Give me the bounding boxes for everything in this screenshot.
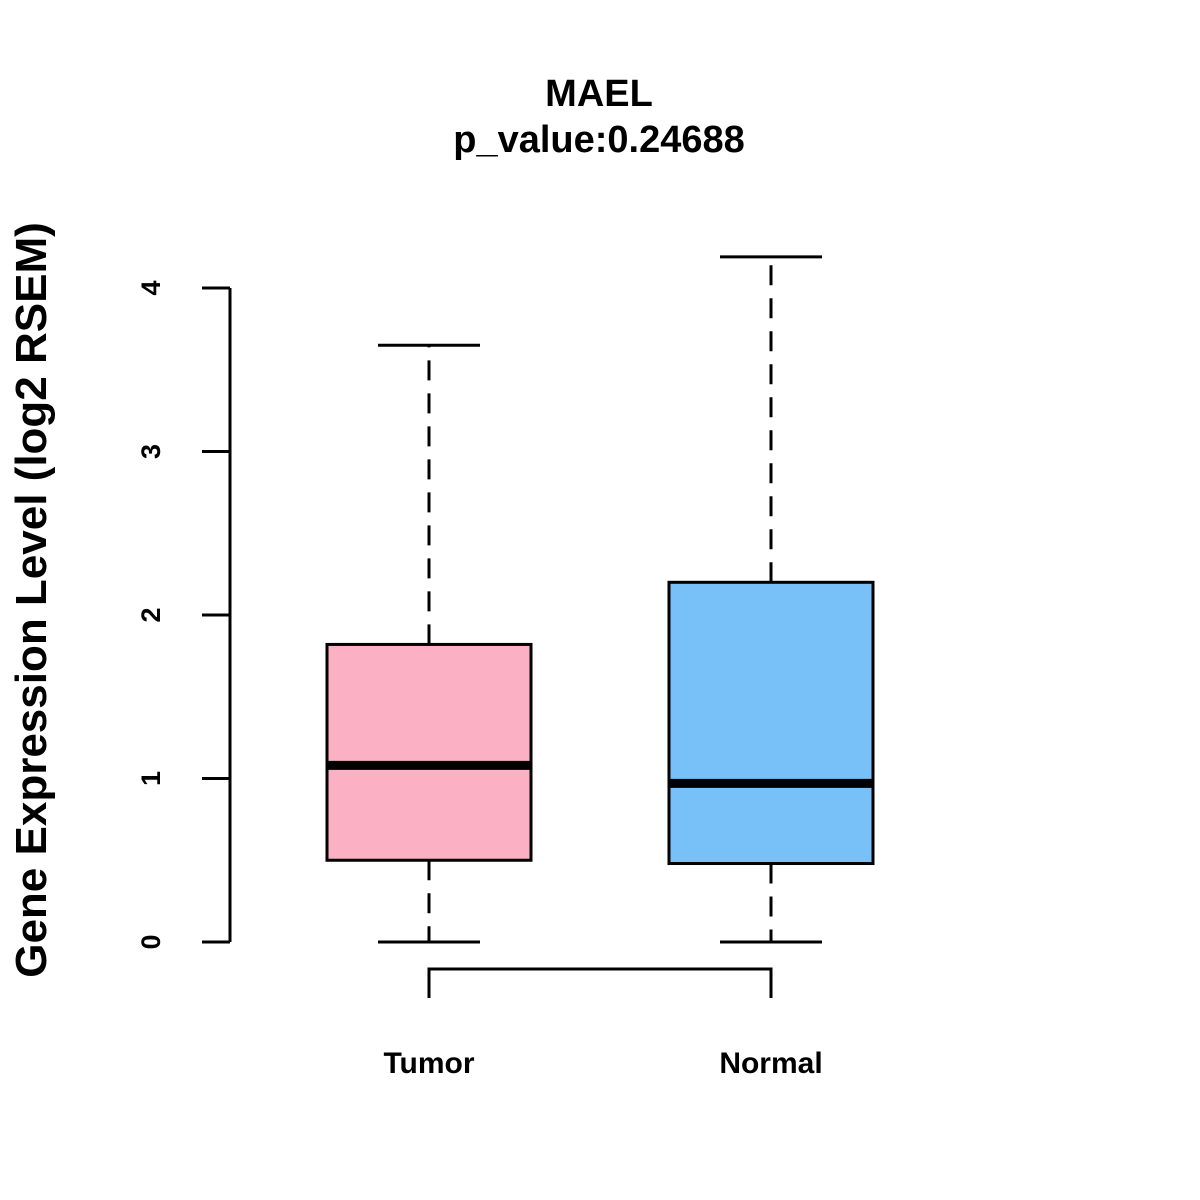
category-labels: Tumor Normal	[383, 1047, 822, 1080]
box-normal	[667, 255, 875, 944]
chart-title: MAEL	[545, 73, 653, 115]
y-tick-label-2: 2	[136, 607, 166, 622]
comparison-bracket-group	[427, 967, 773, 998]
y-axis-label: Gene Expression Level (log2 RSEM)	[7, 222, 56, 978]
y-tick-label-3: 3	[136, 444, 166, 459]
x-category-label-normal: Normal	[719, 1047, 822, 1080]
y-tick-label-0: 0	[136, 934, 166, 949]
box-tumor	[325, 343, 533, 944]
y-axis: 0 1 2 3 4	[136, 280, 232, 950]
x-category-label-tumor: Tumor	[383, 1047, 474, 1080]
boxes-group	[325, 255, 875, 944]
tumor-box	[325, 642, 533, 862]
y-tick-label-1: 1	[136, 771, 166, 786]
chart-subtitle: p_value:0.24688	[453, 119, 745, 161]
comparison-bracket	[427, 967, 773, 998]
y-tick-label-4: 4	[136, 280, 166, 295]
normal-box	[667, 580, 875, 866]
